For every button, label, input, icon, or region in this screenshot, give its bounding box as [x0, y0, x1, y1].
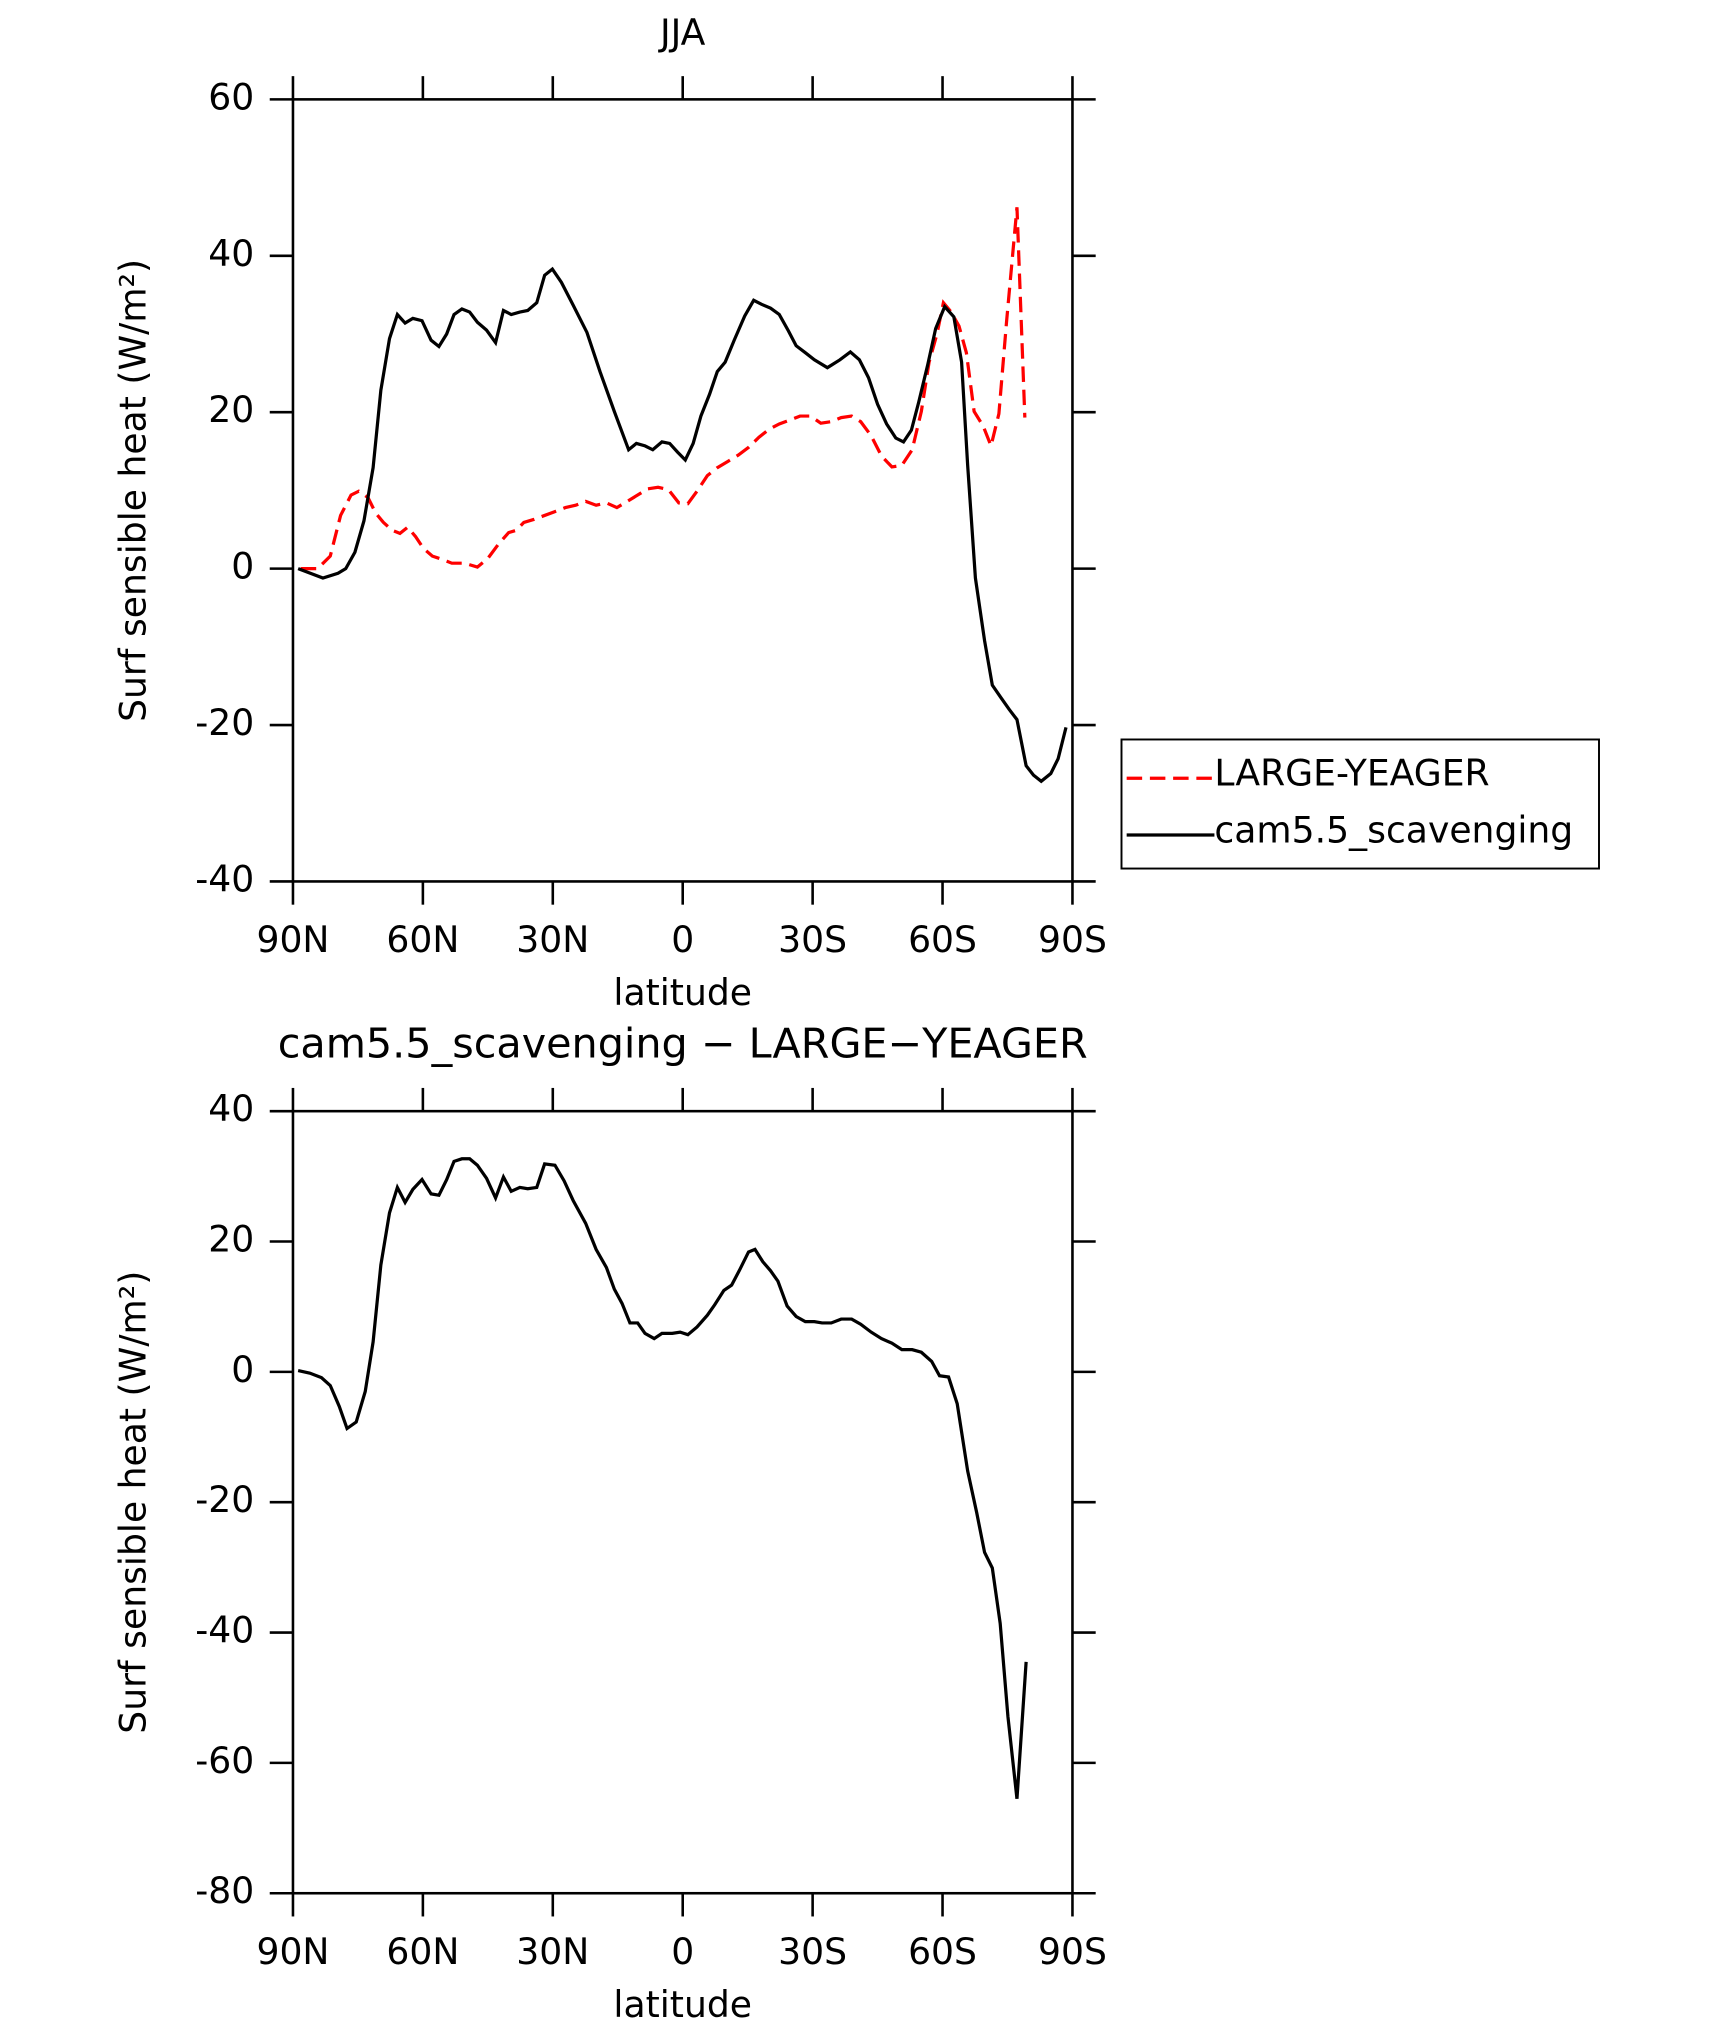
y-tick-label: -80: [195, 1869, 254, 1912]
y-tick-label: -40: [195, 1609, 254, 1652]
y-axis-label: Surf sensible heat (W/m²): [112, 1271, 155, 1734]
x-tick-label: 90N: [256, 918, 329, 961]
y-tick-label: 0: [231, 1348, 254, 1391]
y-tick-label: -40: [195, 857, 254, 900]
x-tick-label: 60N: [386, 1930, 459, 1973]
x-tick-label: 0: [671, 918, 694, 961]
plot-frame: [291, 98, 1074, 883]
x-tick-label: 30N: [516, 1930, 589, 1973]
chart-title: cam5.5_scavenging − LARGE−YEAGER: [278, 1020, 1088, 1068]
chart-title: JJA: [658, 11, 706, 54]
x-tick-label: 30S: [778, 1930, 847, 1973]
y-tick-label: 60: [208, 75, 254, 118]
x-tick-label: 60S: [908, 1930, 977, 1973]
y-tick-label: -60: [195, 1739, 254, 1782]
x-tick-label: 0: [671, 1930, 694, 1973]
legend-box: [1120, 738, 1600, 870]
x-tick-label: 90S: [1038, 918, 1107, 961]
y-tick-label: 20: [208, 1218, 254, 1261]
x-tick-label: 90N: [256, 1930, 329, 1973]
data-line: [297, 266, 1068, 784]
y-tick-label: -20: [195, 1478, 254, 1521]
x-tick-label: 30S: [778, 918, 847, 961]
y-tick-label: 20: [208, 388, 254, 431]
legend-label: LARGE-YEAGER: [1214, 752, 1489, 795]
x-tick-label: 60S: [908, 918, 977, 961]
y-tick-label: 40: [208, 232, 254, 275]
plot-frame: [291, 1109, 1074, 1895]
y-tick-label: -20: [195, 701, 254, 744]
x-tick-label: 60N: [386, 918, 459, 961]
y-axis-label: Surf sensible heat (W/m²): [112, 259, 155, 722]
y-tick-label: 0: [231, 545, 254, 588]
y-tick-label: 40: [208, 1087, 254, 1130]
x-axis-label: latitude: [613, 1983, 752, 2021]
data-line: [300, 207, 1027, 571]
data-line: [297, 1157, 1028, 1799]
x-tick-label: 90S: [1038, 1930, 1107, 1973]
x-axis-label: latitude: [613, 971, 752, 1014]
x-tick-label: 30N: [516, 918, 589, 961]
legend-label: cam5.5_scavenging: [1214, 808, 1573, 851]
